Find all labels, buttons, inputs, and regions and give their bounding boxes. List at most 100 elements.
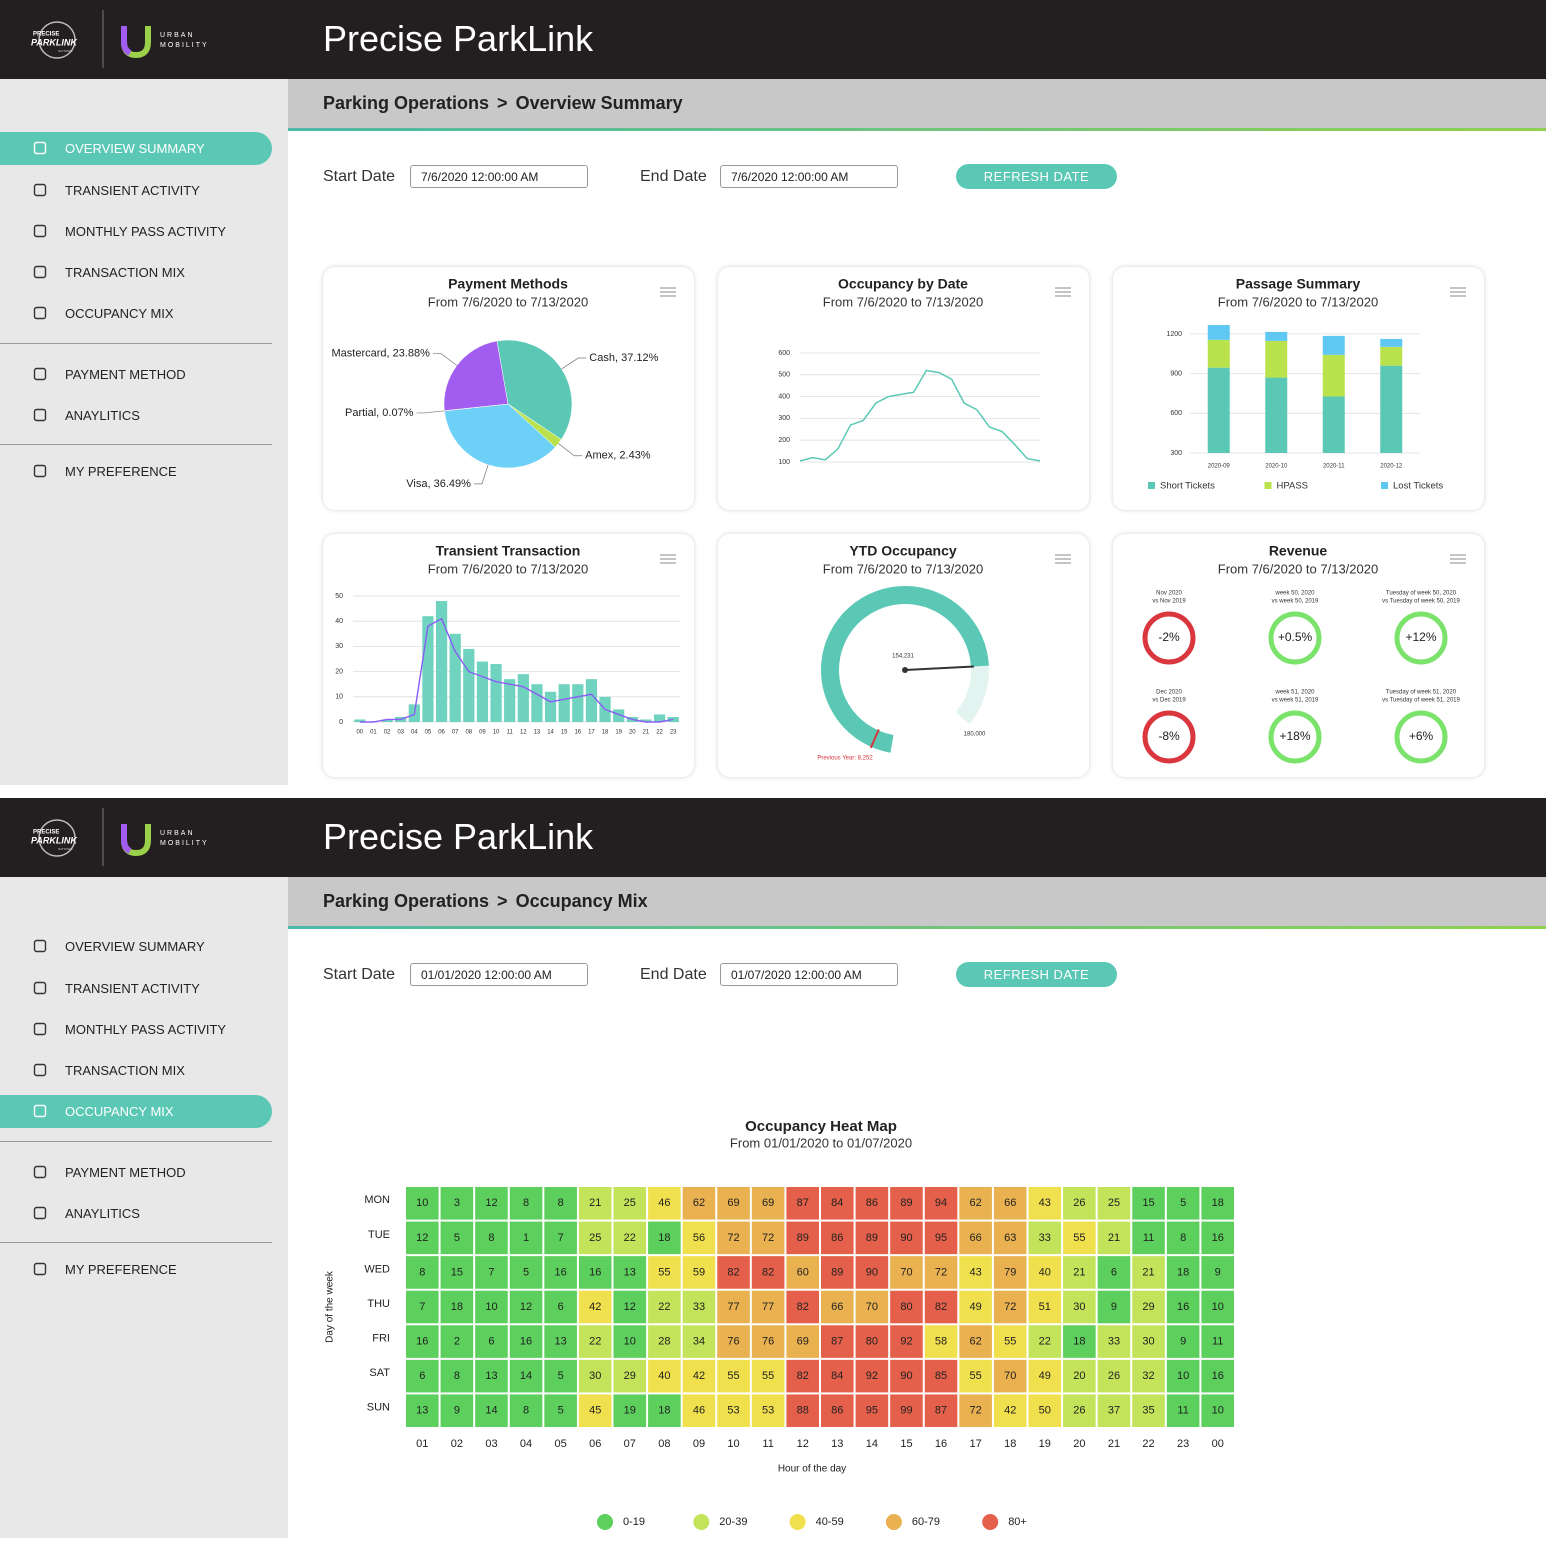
nav-item[interactable]: MY PREFERENCE: [0, 455, 272, 488]
nav-item[interactable]: OCCUPANCY MIX: [0, 297, 272, 330]
nav-label: ANAYLITICS: [65, 408, 140, 423]
bar-segment: [1380, 338, 1403, 347]
pie-slice: [443, 340, 509, 411]
logo-ring: [38, 819, 76, 857]
x-tick-label: 05: [425, 730, 432, 736]
heat-cell: [1132, 1290, 1165, 1324]
cell-value: 18: [451, 1301, 463, 1313]
nav-item[interactable]: TRANSIENT ACTIVITY: [0, 972, 272, 1005]
bar-segment: [1265, 331, 1288, 341]
x-tick-label: 01: [416, 1438, 428, 1450]
chart-card: Passage Summary From 7/6/2020 to 7/13/202…: [1113, 267, 1484, 510]
nav-item[interactable]: OCCUPANCY MIX: [0, 1095, 272, 1128]
cell-value: 21: [1142, 1266, 1154, 1278]
bar: [544, 691, 557, 722]
x-tick-label: 08: [658, 1438, 670, 1450]
end-date-input[interactable]: 01/07/2020 12:00:00 AM: [720, 963, 898, 986]
occupancy-line: [799, 369, 1041, 462]
refresh-button[interactable]: REFRESH DATE: [956, 164, 1117, 189]
chart-subtitle: From 7/6/2020 to 7/13/2020: [1218, 294, 1378, 309]
cell-value: 5: [558, 1370, 564, 1382]
breadcrumb-part: Parking Operations: [323, 93, 490, 113]
nav-item[interactable]: PAYMENT METHOD: [0, 358, 272, 391]
cell-value: 19: [624, 1405, 636, 1417]
needle-hub: [902, 667, 908, 673]
cell-value: 9: [1215, 1266, 1221, 1278]
cell-value: 87: [935, 1405, 947, 1417]
cell-value: 16: [520, 1335, 532, 1347]
start-date-input[interactable]: 7/6/2020 12:00:00 AM: [410, 165, 588, 188]
nav-item[interactable]: MONTHLY PASS ACTIVITY: [0, 1013, 272, 1046]
kpi-caption: vs Dec 2019: [1152, 698, 1186, 704]
heat-cell: [751, 1394, 785, 1427]
heat-cell: [821, 1359, 854, 1393]
x-tick-label: 19: [1039, 1438, 1051, 1450]
heat-cell: [509, 1256, 543, 1289]
nav-icon-shape: [33, 367, 47, 381]
nav-item[interactable]: MONTHLY PASS ACTIVITY: [0, 215, 272, 248]
cell-value: 3: [454, 1197, 460, 1209]
refresh-button[interactable]: REFRESH DATE: [956, 962, 1117, 987]
start-date-input[interactable]: 01/01/2020 12:00:00 AM: [410, 963, 588, 986]
pie-slice: [496, 339, 573, 440]
heat-cell: [1201, 1187, 1234, 1220]
cell-value: 8: [558, 1197, 564, 1209]
chart-card: Revenue From 7/6/2020 to 7/13/2020 Nov 202…: [1113, 534, 1484, 777]
nav-icon: [33, 265, 47, 279]
previous-marker: [869, 729, 880, 749]
heat-cell: [613, 1290, 647, 1324]
kpi-caption: vs Nov 2019: [1152, 599, 1186, 605]
cell-value: 11: [1212, 1335, 1223, 1347]
row-label: TUE: [368, 1229, 390, 1241]
heat-cell: [475, 1221, 508, 1255]
cell-value: 6: [419, 1370, 425, 1382]
cell-value: 46: [693, 1405, 705, 1417]
chart-title: Passage Summary: [1236, 276, 1361, 292]
nav-item[interactable]: OVERVIEW SUMMARY: [0, 930, 272, 963]
nav-icon-shape: [33, 1206, 47, 1220]
heat-cell: [924, 1187, 958, 1220]
chart-subtitle: From 7/6/2020 to 7/13/2020: [823, 561, 983, 576]
cell-value: 95: [866, 1405, 878, 1417]
heat-cell: [821, 1394, 854, 1427]
nav-item[interactable]: ANAYLITICS: [0, 1197, 272, 1230]
heat-cell: [544, 1359, 577, 1393]
nav-icon-shape: [33, 224, 47, 238]
end-date-input[interactable]: 7/6/2020 12:00:00 AM: [720, 165, 898, 188]
nav-item[interactable]: MY PREFERENCE: [0, 1253, 272, 1286]
bar-segment: [1322, 396, 1345, 453]
y-tick-label: 0: [339, 719, 343, 726]
nav-item[interactable]: TRANSIENT ACTIVITY: [0, 174, 272, 207]
bar-segment: [1322, 335, 1345, 355]
heat-cell: [1166, 1394, 1200, 1427]
bar-segment: [1207, 367, 1230, 453]
cell-value: 18: [1212, 1197, 1224, 1209]
heat-cell: [440, 1290, 474, 1324]
cell-value: 86: [831, 1232, 843, 1244]
nav-label: OCCUPANCY MIX: [65, 306, 174, 321]
legend-label: 0-19: [623, 1516, 645, 1528]
heat-cell: [682, 1187, 716, 1220]
nav-item[interactable]: ANAYLITICS: [0, 399, 272, 432]
cell-value: 5: [1180, 1197, 1186, 1209]
nav-label: ANAYLITICS: [65, 1206, 140, 1221]
heat-cell: [924, 1290, 958, 1324]
nav-icon-shape: [33, 1104, 47, 1118]
nav-item[interactable]: TRANSACTION MIX: [0, 1054, 272, 1087]
heat-cell: [440, 1256, 474, 1289]
heat-cell: [786, 1256, 819, 1289]
cell-value: 90: [900, 1232, 912, 1244]
nav-item[interactable]: OVERVIEW SUMMARY: [0, 132, 272, 165]
cell-value: 79: [1004, 1266, 1016, 1278]
cell-value: 21: [589, 1197, 601, 1209]
cell-value: 59: [693, 1266, 705, 1278]
chart: Occupancy by Date From 7/6/2020 to 7/13/2…: [778, 276, 1071, 466]
cell-value: 77: [727, 1301, 739, 1313]
y-tick-label: 600: [1170, 410, 1182, 417]
nav-item[interactable]: TRANSACTION MIX: [0, 256, 272, 289]
heat-cell: [682, 1359, 716, 1393]
nav-item[interactable]: PAYMENT METHOD: [0, 1156, 272, 1189]
breadcrumb-part: >: [497, 891, 508, 911]
cell-value: 92: [866, 1370, 878, 1382]
bar: [558, 684, 570, 722]
